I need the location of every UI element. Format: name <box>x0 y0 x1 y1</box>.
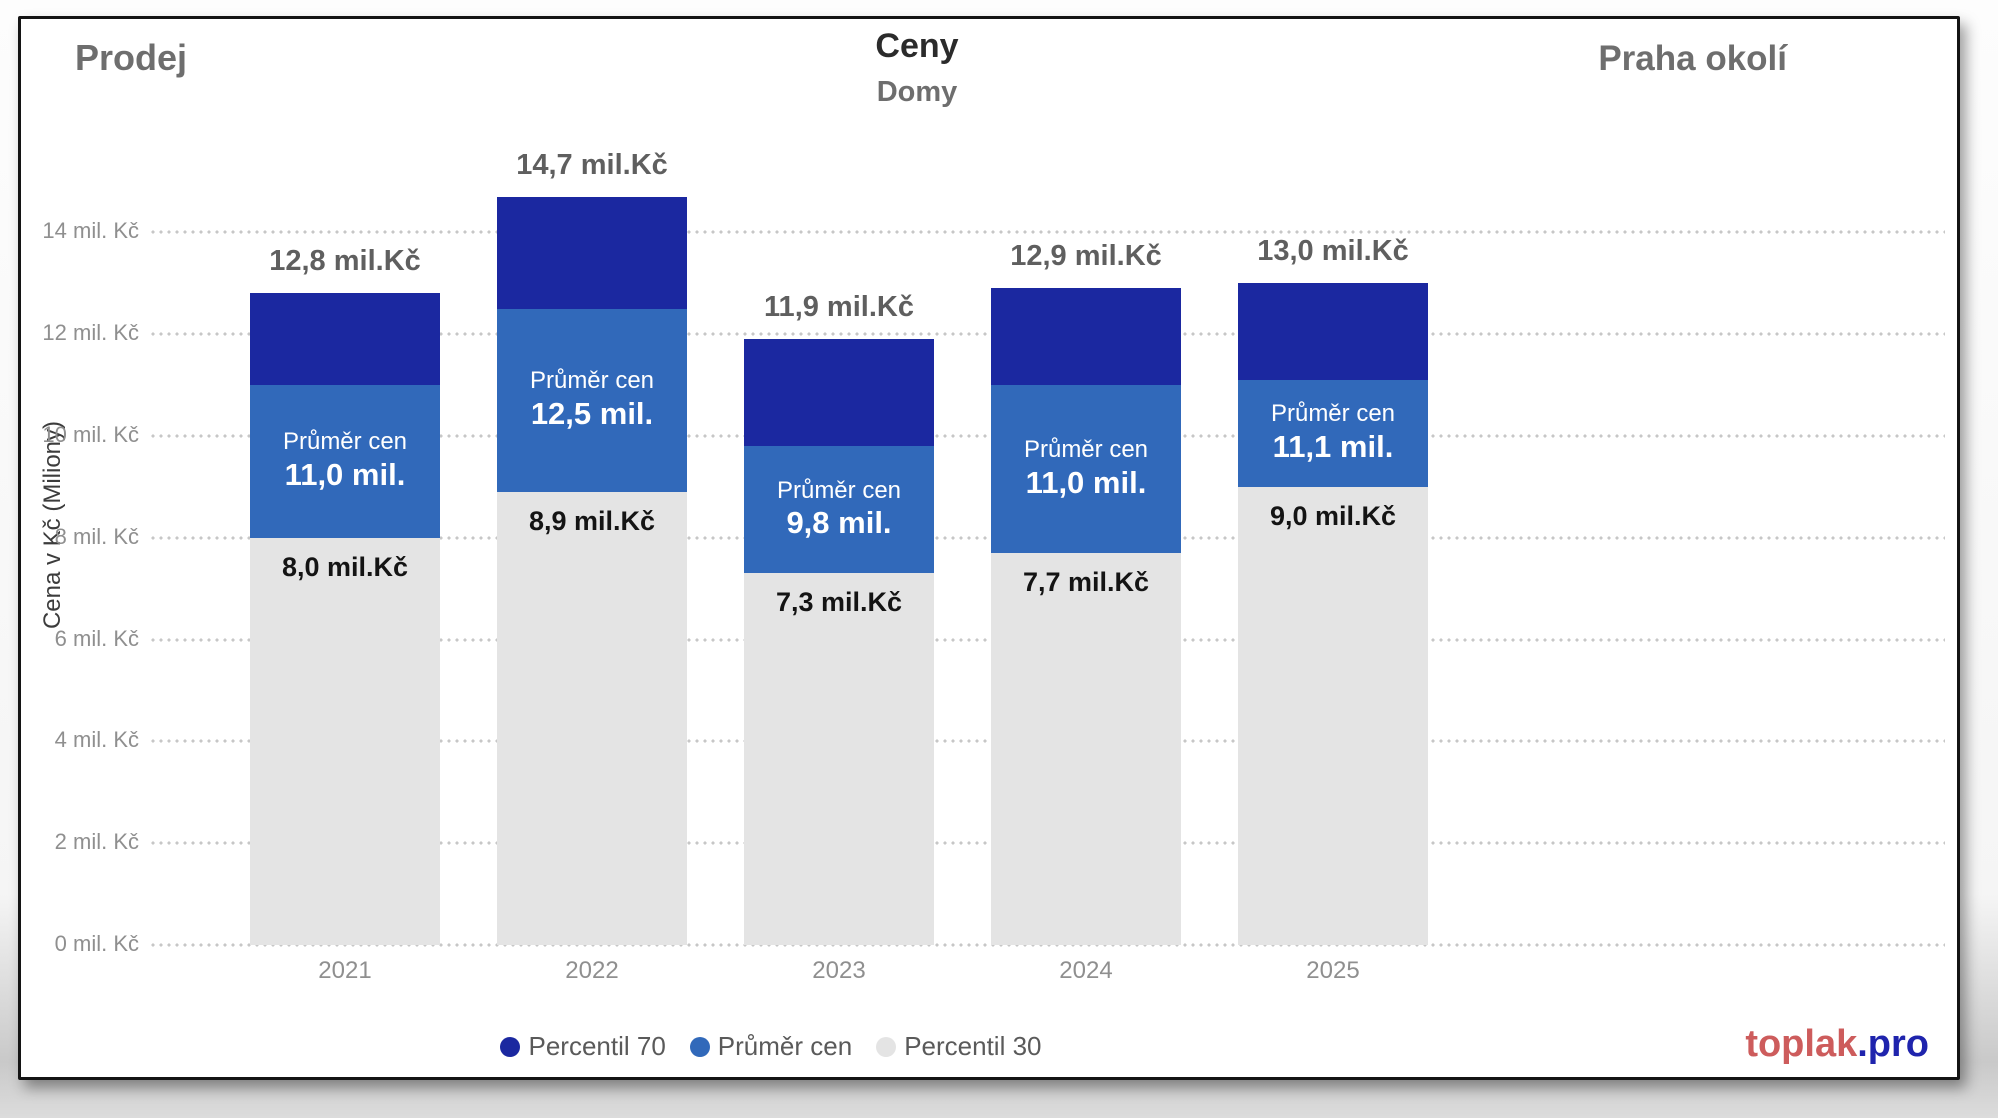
prumer-cen-value: 11,1 mil. <box>1272 428 1394 464</box>
prumer-cen-title: Průměr cen <box>1270 400 1396 428</box>
x-tick-2024: 2024 <box>1059 957 1113 984</box>
bar-2023-prumer-cen-segment[interactable]: Průměr cen 9,8 mil. <box>744 446 934 574</box>
y-tick-label: 14 mil. Kč <box>42 218 139 244</box>
logo-primary: toplak <box>1745 1023 1858 1065</box>
gridline <box>151 943 1945 947</box>
y-tick-label: 12 mil. Kč <box>42 320 139 346</box>
legend: Percentil 70 Průměr cen Percentil 30 <box>21 1031 1521 1062</box>
legend-label: Percentil 30 <box>904 1031 1042 1061</box>
legend-item-percentil-30[interactable]: Percentil 30 <box>876 1031 1042 1062</box>
bar-2023-percentil30-label: 7,3 mil.Kč <box>775 587 903 618</box>
legend-item-prumer-cen[interactable]: Průměr cen <box>689 1031 853 1062</box>
bar-2023-percentil30-segment[interactable]: 7,3 mil.Kč <box>744 573 934 945</box>
bar-2025-percentil70-label: 13,0 mil.Kč <box>1257 235 1409 268</box>
bar-2021-prumer-cen-segment[interactable]: Průměr cen 11,0 mil. <box>250 385 440 538</box>
legend-label: Průměr cen <box>717 1031 853 1061</box>
prumer-cen-value: 11,0 mil. <box>284 456 406 492</box>
bar-2024-percentil30-segment[interactable]: 7,7 mil.Kč <box>991 553 1181 945</box>
y-tick-label: 4 mil. Kč <box>54 727 139 753</box>
bar-2022-percentil70-segment[interactable] <box>497 196 687 309</box>
prumer-cen-value: 12,5 mil. <box>530 395 654 431</box>
bar-2023-percentil70-label: 11,9 mil.Kč <box>764 291 914 324</box>
prumer-cen-title: Průměr cen <box>1023 435 1149 463</box>
bar-2021-percentil30-segment[interactable]: 8,0 mil.Kč <box>250 537 440 945</box>
prumer-cen-value: 9,8 mil. <box>786 505 892 541</box>
bar-2021-prumer-cen-labels: Průměr cen 11,0 mil. <box>250 385 440 538</box>
bar-2022-prumer-cen-segment[interactable]: Průměr cen 12,5 mil. <box>497 308 687 492</box>
bar-2021-percentil70-label: 12,8 mil.Kč <box>269 245 421 278</box>
bar-2025-prumer-cen-labels: Průměr cen 11,1 mil. <box>1238 380 1428 487</box>
bar-2022-prumer-cen-labels: Průměr cen 12,5 mil. <box>497 309 687 492</box>
chart-title: Ceny <box>875 27 959 65</box>
legend-dot-percentil-30-icon <box>876 1036 897 1057</box>
plot-area: 0 mil. Kč 2 mil. Kč 4 mil. Kč 6 mil. Kč 8 mi… <box>21 19 1957 1077</box>
y-tick-label: 8 mil. Kč <box>54 523 139 549</box>
gridline <box>151 230 1945 235</box>
y-tick-label: 6 mil. Kč <box>54 625 139 651</box>
bar-2022-percentil30-label: 8,9 mil.Kč <box>528 505 656 536</box>
bar-2023-percentil70-segment[interactable] <box>744 339 934 447</box>
legend-dot-prumer-cen-icon <box>689 1036 710 1057</box>
report-title-prodej: Prodej <box>75 37 188 78</box>
bar-2024-percentil70-label: 12,9 mil.Kč <box>1010 240 1162 273</box>
prumer-cen-title: Průměr cen <box>776 476 902 504</box>
y-tick-label: 10 mil. Kč <box>42 422 139 447</box>
bar-2021-percentil70-segment[interactable] <box>250 293 440 386</box>
toplak-logo: toplak.pro <box>1745 1023 1929 1066</box>
bar-2024-percentil30-label: 7,7 mil.Kč <box>1022 567 1150 598</box>
chart-subtitle: Domy <box>876 76 958 108</box>
bar-2021-percentil30-label: 8,0 mil.Kč <box>281 551 409 582</box>
legend-label: Percentil 70 <box>528 1031 666 1061</box>
prumer-cen-title: Průměr cen <box>282 428 408 456</box>
bar-2025-percentil30-label: 9,0 mil.Kč <box>1269 500 1397 531</box>
x-tick-2021: 2021 <box>318 957 372 984</box>
legend-item-percentil-70[interactable]: Percentil 70 <box>500 1031 666 1062</box>
bar-2024-prumer-cen-labels: Průměr cen 11,0 mil. <box>991 385 1181 553</box>
bar-2025-percentil70-segment[interactable] <box>1238 283 1428 380</box>
bar-2022-percentil70-label: 14,7 mil.Kč <box>516 148 668 181</box>
chart-card: Prodej Ceny Domy Praha okolí Cena v Kč (… <box>18 16 1960 1080</box>
region-title: Praha okolí <box>1598 39 1787 78</box>
y-tick-label: 2 mil. Kč <box>54 829 139 855</box>
bar-2025-percentil30-segment[interactable]: 9,0 mil.Kč <box>1238 486 1428 945</box>
bar-2023-prumer-cen-labels: Průměr cen 9,8 mil. <box>744 446 934 573</box>
chart-title-block: Ceny Domy <box>717 27 1117 109</box>
y-tick-label: 0 mil. Kč <box>54 931 139 956</box>
x-tick-2025: 2025 <box>1306 957 1360 984</box>
bar-2022-percentil30-segment[interactable]: 8,9 mil.Kč <box>497 491 687 945</box>
prumer-cen-value: 11,0 mil. <box>1025 464 1147 500</box>
legend-dot-percentil-70-icon <box>500 1036 521 1057</box>
bar-2025-prumer-cen-segment[interactable]: Průměr cen 11,1 mil. <box>1238 380 1428 487</box>
logo-secondary: .pro <box>1857 1023 1929 1065</box>
x-tick-2022: 2022 <box>565 957 619 984</box>
bar-2024-prumer-cen-segment[interactable]: Průměr cen 11,0 mil. <box>991 385 1181 554</box>
prumer-cen-title: Průměr cen <box>529 367 655 395</box>
x-tick-2023: 2023 <box>812 957 866 984</box>
bar-2024-percentil70-segment[interactable] <box>991 288 1181 386</box>
